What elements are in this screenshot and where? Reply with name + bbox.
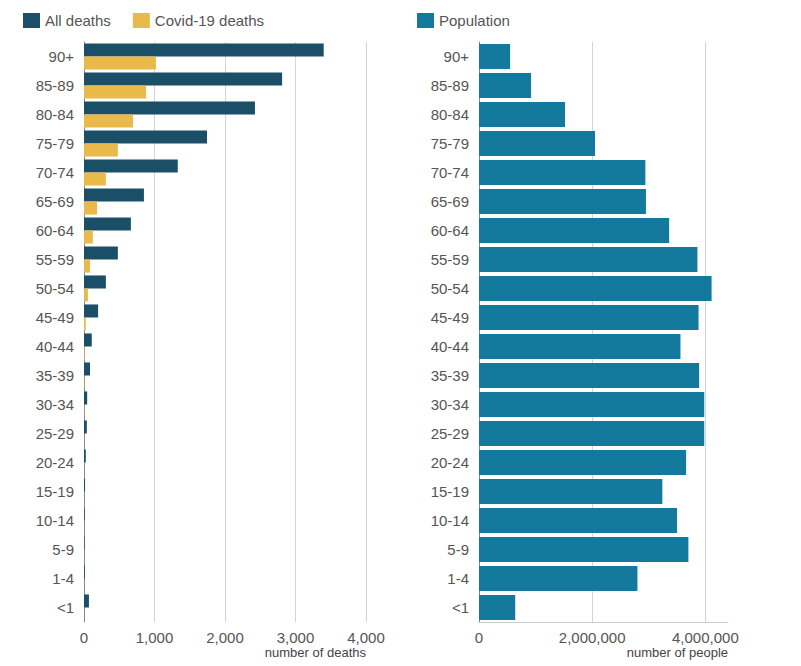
svg-text:2,000: 2,000 [206, 629, 244, 646]
svg-text:<1: <1 [57, 599, 74, 616]
svg-text:45-49: 45-49 [36, 309, 74, 326]
svg-text:40-44: 40-44 [431, 338, 469, 355]
svg-text:85-89: 85-89 [431, 77, 469, 94]
svg-text:25-29: 25-29 [36, 425, 74, 442]
svg-text:65-69: 65-69 [431, 193, 469, 210]
svg-text:1-4: 1-4 [52, 570, 74, 587]
svg-text:5-9: 5-9 [52, 541, 74, 558]
svg-text:20-24: 20-24 [36, 454, 74, 471]
svg-text:75-79: 75-79 [36, 135, 74, 152]
svg-text:10-14: 10-14 [431, 512, 469, 529]
svg-text:35-39: 35-39 [36, 367, 74, 384]
svg-text:45-49: 45-49 [431, 309, 469, 326]
svg-text:40-44: 40-44 [36, 338, 74, 355]
svg-text:3,000: 3,000 [277, 629, 315, 646]
svg-text:10-14: 10-14 [36, 512, 74, 529]
svg-text:60-64: 60-64 [431, 222, 469, 239]
svg-text:80-84: 80-84 [431, 106, 469, 123]
svg-text:90+: 90+ [49, 48, 75, 65]
svg-text:65-69: 65-69 [36, 193, 74, 210]
svg-text:55-59: 55-59 [431, 251, 469, 268]
svg-text:5-9: 5-9 [447, 541, 469, 558]
svg-text:90+: 90+ [444, 48, 470, 65]
svg-text:50-54: 50-54 [431, 280, 469, 297]
svg-text:75-79: 75-79 [431, 135, 469, 152]
svg-text:1,000: 1,000 [136, 629, 174, 646]
svg-text:25-29: 25-29 [431, 425, 469, 442]
svg-text:15-19: 15-19 [431, 483, 469, 500]
svg-text:4,000,000: 4,000,000 [672, 629, 739, 646]
svg-text:2,000,000: 2,000,000 [559, 629, 626, 646]
svg-text:30-34: 30-34 [431, 396, 469, 413]
svg-text:70-74: 70-74 [36, 164, 74, 181]
svg-text:80-84: 80-84 [36, 106, 74, 123]
svg-text:0: 0 [80, 629, 88, 646]
svg-text:85-89: 85-89 [36, 77, 74, 94]
svg-text:Population: Population [439, 12, 510, 29]
svg-text:70-74: 70-74 [431, 164, 469, 181]
svg-text:number of deaths: number of deaths [265, 645, 367, 660]
svg-text:15-19: 15-19 [36, 483, 74, 500]
svg-text:Covid-19 deaths: Covid-19 deaths [155, 12, 264, 29]
svg-text:20-24: 20-24 [431, 454, 469, 471]
svg-text:0: 0 [475, 629, 483, 646]
svg-text:50-54: 50-54 [36, 280, 74, 297]
svg-text:1-4: 1-4 [447, 570, 469, 587]
svg-text:number of people: number of people [627, 645, 728, 660]
svg-text:55-59: 55-59 [36, 251, 74, 268]
svg-text:30-34: 30-34 [36, 396, 74, 413]
svg-text:<1: <1 [452, 599, 469, 616]
svg-text:4,000: 4,000 [347, 629, 385, 646]
svg-text:All deaths: All deaths [45, 12, 111, 29]
svg-text:60-64: 60-64 [36, 222, 74, 239]
svg-text:35-39: 35-39 [431, 367, 469, 384]
